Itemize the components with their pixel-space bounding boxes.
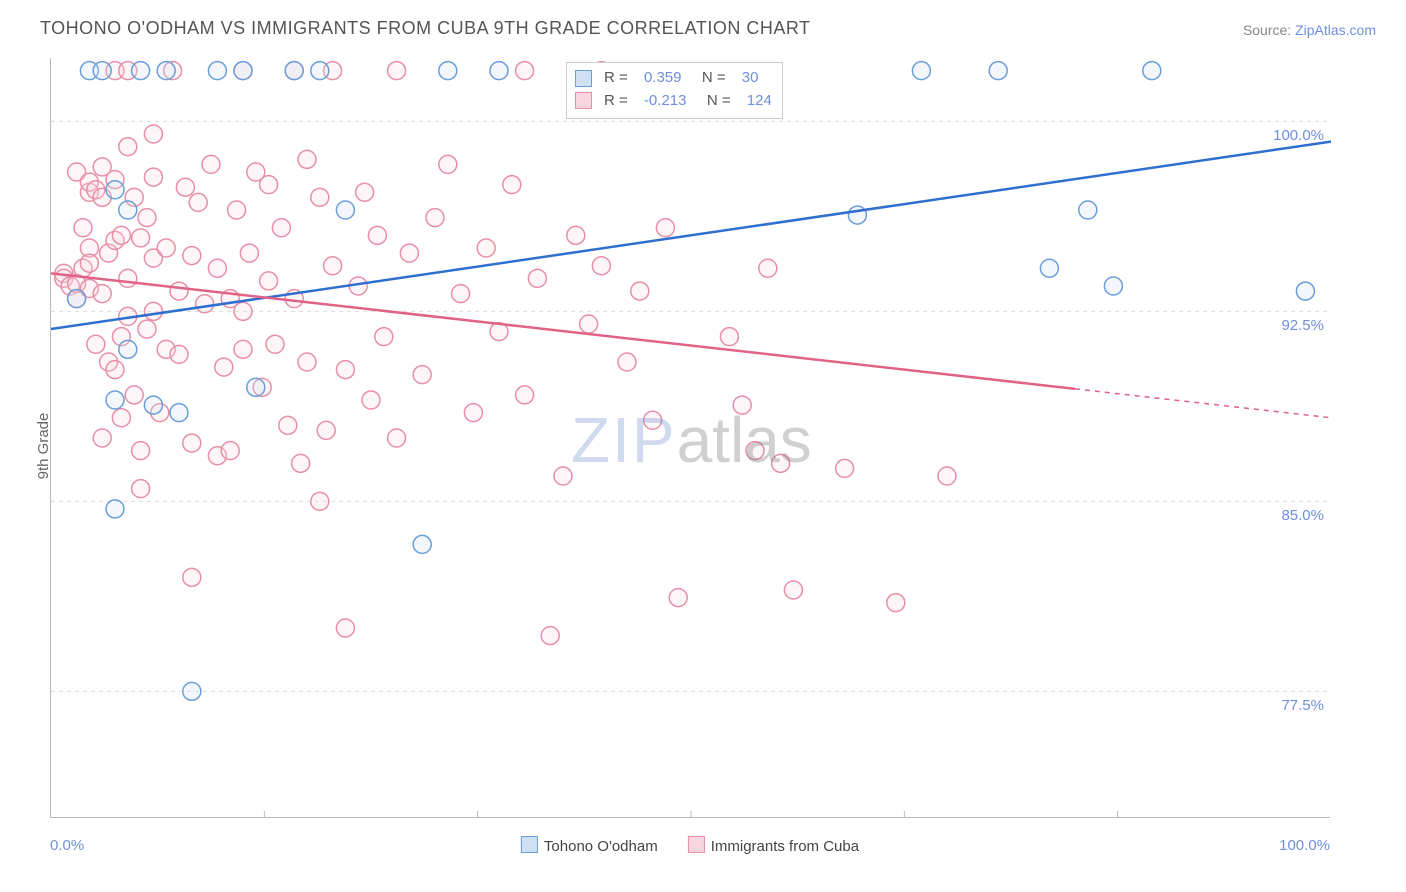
y-tick-label: 100.0% [1273, 127, 1324, 144]
bottom-legend: Tohono O'odham Immigrants from Cuba [521, 836, 859, 855]
legend-label-2: Immigrants from Cuba [711, 838, 859, 855]
stat-n-2: 124 [747, 90, 772, 113]
y-tick-label: 92.5% [1281, 317, 1324, 334]
stat-r-2: -0.213 [644, 90, 687, 113]
legend-swatch-2 [688, 836, 705, 853]
chart-title: TOHONO O'ODHAM VS IMMIGRANTS FROM CUBA 9… [40, 18, 811, 39]
stat-row-2: R = -0.213 N = 124 [575, 90, 772, 113]
x-tick-100: 100.0% [1279, 837, 1330, 854]
plot-svg [51, 58, 1331, 818]
stat-r-1: 0.359 [644, 67, 682, 90]
source-credit: Source: ZipAtlas.com [1243, 22, 1376, 38]
stat-swatch-1 [575, 70, 592, 87]
x-axis-row: 0.0% Tohono O'odham Immigrants from Cuba… [50, 830, 1330, 860]
stat-row-1: R = 0.359 N = 30 [575, 67, 772, 90]
stat-box: R = 0.359 N = 30 R = -0.213 N = 124 [566, 62, 783, 119]
stat-swatch-2 [575, 92, 592, 109]
stat-n-1: 30 [742, 67, 759, 90]
source-link[interactable]: ZipAtlas.com [1295, 22, 1376, 38]
y-tick-label: 85.0% [1281, 507, 1324, 524]
y-tick-label: 77.5% [1281, 697, 1324, 714]
legend-label-1: Tohono O'odham [544, 838, 658, 855]
plot-frame: ZIPatlas R = 0.359 N = 30 R = -0.213 N =… [50, 58, 1330, 818]
legend-item-2: Immigrants from Cuba [688, 836, 859, 855]
x-tick-0: 0.0% [50, 837, 84, 854]
legend-item-1: Tohono O'odham [521, 836, 658, 855]
source-prefix: Source: [1243, 22, 1295, 38]
legend-swatch-1 [521, 836, 538, 853]
